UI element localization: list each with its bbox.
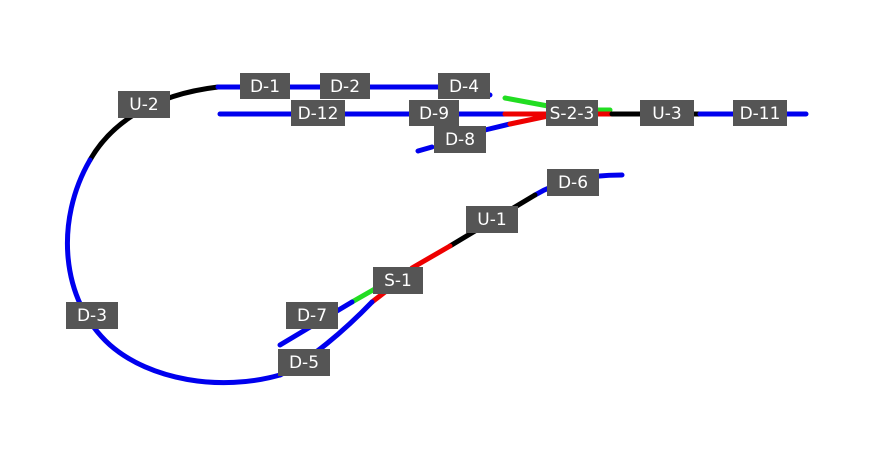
label-d12[interactable]: D-12	[291, 100, 345, 126]
label-d7-text: D-7	[297, 306, 327, 326]
label-d2-text: D-2	[330, 77, 360, 97]
label-d4[interactable]: D-4	[438, 73, 490, 99]
label-d12-text: D-12	[298, 104, 339, 124]
label-d9-text: D-9	[419, 104, 449, 124]
track-d4-green[interactable]	[502, 95, 551, 109]
label-d4-text: D-4	[449, 77, 479, 97]
track-u1-red[interactable]	[409, 243, 453, 271]
label-u1-text: U-1	[477, 210, 506, 230]
track-d8[interactable]	[415, 121, 513, 154]
label-d5[interactable]: D-5	[278, 349, 330, 376]
label-d5-text: D-5	[289, 353, 319, 373]
label-d3-text: D-3	[77, 306, 107, 326]
track-d8-red[interactable]	[507, 113, 551, 127]
label-d3[interactable]: D-3	[66, 302, 118, 329]
label-u2[interactable]: U-2	[118, 91, 170, 118]
label-d8-text: D-8	[445, 130, 475, 150]
label-d9[interactable]: D-9	[409, 100, 459, 126]
label-s1[interactable]: S-1	[373, 267, 423, 294]
label-d1-text: D-1	[250, 77, 280, 97]
label-u3-text: U-3	[652, 104, 681, 124]
label-u2-text: U-2	[129, 95, 158, 115]
label-d2[interactable]: D-2	[320, 73, 370, 99]
label-u1[interactable]: U-1	[466, 206, 518, 233]
label-s23-text: S-2-3	[550, 104, 595, 124]
label-d11[interactable]: D-11	[733, 100, 787, 126]
label-s23[interactable]: S-2-3	[546, 100, 598, 126]
track-d3-loop[interactable]	[65, 157, 283, 386]
label-u3[interactable]: U-3	[640, 100, 694, 126]
label-d7[interactable]: D-7	[286, 302, 338, 329]
label-d6[interactable]: D-6	[547, 169, 599, 196]
label-d1[interactable]: D-1	[240, 73, 290, 99]
label-d6-text: D-6	[558, 173, 588, 193]
label-d8[interactable]: D-8	[434, 126, 486, 153]
label-d11-text: D-11	[740, 104, 781, 124]
label-s1-text: S-1	[384, 271, 412, 291]
